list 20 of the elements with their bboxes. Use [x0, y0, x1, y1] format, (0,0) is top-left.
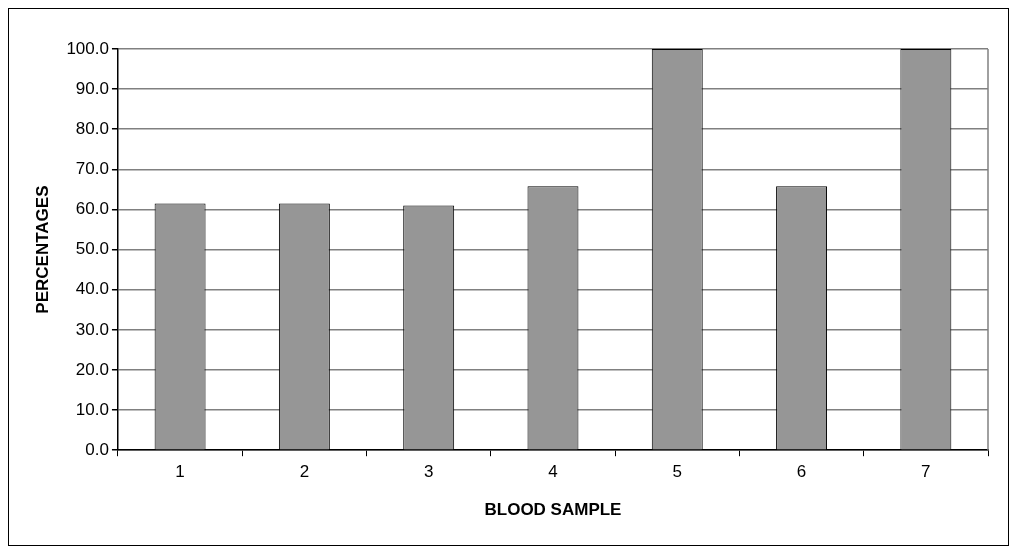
x-tick-label: 7 — [921, 462, 931, 482]
y-tick-label: 80.0 — [75, 118, 109, 138]
y-tick-label: 70.0 — [75, 159, 109, 179]
x-tick-label: 2 — [299, 462, 310, 482]
y-tick-label: 10.0 — [75, 399, 109, 419]
y-tick-label: 40.0 — [75, 279, 109, 299]
y-tick-label: 30.0 — [75, 319, 109, 339]
x-tick-label: 3 — [423, 462, 434, 482]
x-tick-label: 1 — [175, 462, 185, 482]
y-tick-label: 90.0 — [75, 78, 109, 98]
x-tick-label: 4 — [548, 462, 558, 482]
x-tick-label: 6 — [796, 462, 807, 482]
y-tick-label: 50.0 — [75, 239, 109, 259]
y-axis-title: PERCENTAGES — [32, 185, 52, 314]
y-tick-label: 20.0 — [75, 359, 109, 379]
x-axis-title: BLOOD SAMPLE — [484, 500, 622, 520]
y-tick-label: 60.0 — [75, 199, 109, 219]
y-tick-label: 0.0 — [85, 439, 109, 459]
y-tick-label: 100.0 — [66, 38, 109, 58]
x-tick-label: 5 — [672, 462, 682, 482]
